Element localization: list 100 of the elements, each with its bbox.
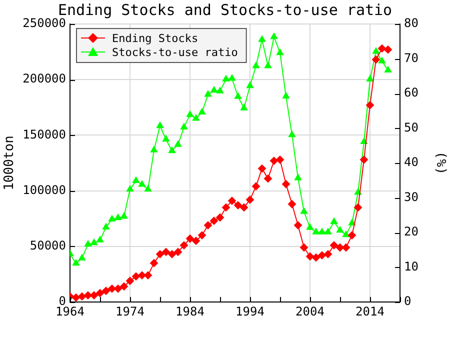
point — [216, 87, 224, 94]
point — [282, 180, 290, 188]
point — [342, 244, 350, 252]
point — [150, 259, 158, 268]
point — [186, 234, 194, 243]
point — [354, 203, 362, 212]
point — [288, 130, 296, 138]
point — [102, 223, 110, 230]
point — [126, 276, 134, 285]
point — [198, 231, 206, 240]
point — [312, 228, 320, 234]
point — [90, 291, 98, 300]
y2-tick-label: 40 — [404, 155, 418, 170]
legend-label: Stocks-to-use ratio — [112, 46, 238, 59]
point — [366, 101, 374, 110]
point — [246, 196, 254, 204]
y2-tick-label: 10 — [404, 259, 418, 274]
point — [114, 284, 122, 293]
point — [180, 241, 188, 250]
point — [168, 250, 176, 258]
point — [192, 114, 200, 121]
point — [372, 56, 380, 64]
point — [330, 241, 338, 250]
point — [282, 92, 290, 99]
point — [138, 180, 146, 187]
point — [204, 221, 212, 230]
point — [144, 271, 152, 280]
point — [258, 164, 266, 173]
point — [360, 156, 368, 164]
point — [354, 188, 362, 195]
legend-label: Ending Stocks — [112, 32, 198, 45]
point — [312, 254, 320, 262]
point — [156, 122, 164, 128]
point — [138, 271, 146, 280]
point — [192, 236, 200, 245]
point — [342, 230, 350, 238]
point — [264, 174, 272, 183]
point — [120, 282, 128, 290]
point — [348, 231, 356, 240]
y-tick-label: 50000 — [30, 238, 66, 253]
y-tick-label: 200000 — [22, 72, 66, 86]
point — [252, 62, 260, 68]
point — [360, 138, 368, 144]
point — [336, 244, 344, 252]
point — [84, 291, 92, 300]
x-tick-label: 2004 — [296, 304, 324, 318]
chart-title: Ending Stocks and Stocks-to-use ratio — [58, 0, 392, 19]
point — [348, 219, 356, 226]
point — [252, 182, 260, 190]
point — [324, 228, 332, 234]
point — [210, 216, 218, 225]
x-tick-label: 1964 — [56, 304, 84, 318]
y2-tick-label: 60 — [404, 86, 418, 100]
point — [180, 123, 188, 130]
point — [306, 224, 314, 230]
point — [78, 292, 86, 300]
point — [294, 174, 302, 180]
point — [300, 244, 308, 252]
point — [132, 176, 140, 183]
y-axis-title: 1000ton — [2, 136, 18, 190]
point — [84, 240, 92, 247]
point — [222, 75, 230, 82]
point — [234, 201, 242, 210]
point — [294, 221, 302, 230]
point — [156, 250, 164, 258]
point — [186, 110, 194, 117]
point — [90, 238, 98, 246]
point — [300, 208, 308, 214]
point — [240, 104, 248, 110]
point — [234, 92, 242, 99]
point — [318, 228, 326, 234]
point — [270, 32, 278, 40]
point — [162, 248, 170, 256]
point — [228, 74, 236, 81]
point — [162, 135, 170, 142]
point — [210, 86, 218, 93]
point — [174, 248, 182, 256]
x-tick-label: 1984 — [176, 304, 204, 318]
point — [108, 284, 116, 293]
point — [228, 196, 236, 205]
point — [372, 47, 380, 54]
point — [126, 185, 134, 192]
y2-tick-label: 20 — [404, 224, 418, 239]
point — [102, 286, 110, 295]
y2-tick-label: 30 — [404, 190, 418, 204]
point — [78, 254, 86, 260]
x-tick-label: 1994 — [236, 304, 264, 318]
y2-tick-label: 70 — [404, 50, 418, 65]
point — [330, 218, 338, 224]
y2-tick-label: 50 — [404, 120, 418, 134]
point — [150, 146, 158, 152]
y-tick-label: 100000 — [22, 182, 66, 197]
point — [324, 250, 332, 258]
point — [96, 289, 104, 298]
point — [222, 203, 230, 212]
x-tick-label: 1974 — [116, 304, 144, 318]
point — [132, 272, 140, 280]
point — [240, 203, 248, 212]
point — [174, 140, 182, 147]
point — [168, 146, 176, 154]
